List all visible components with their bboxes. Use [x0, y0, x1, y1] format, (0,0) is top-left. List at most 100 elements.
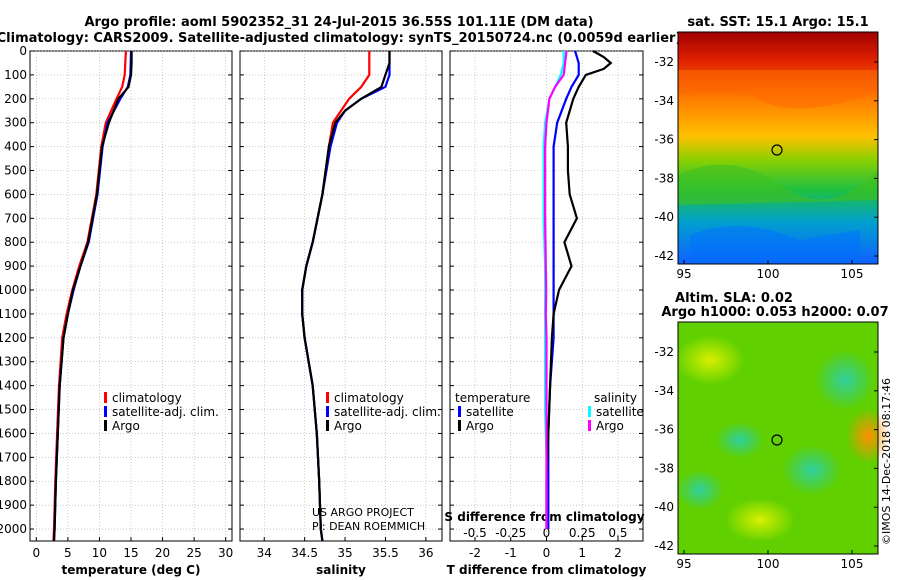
x-tick-label: 34 [257, 546, 272, 560]
temperature-legend: climatology satellite-adj. clim. Argo [104, 391, 219, 433]
legend-satellite-adj: satellite-adj. clim. [334, 405, 441, 419]
sst-front [678, 164, 878, 205]
sla-high-blob [846, 408, 890, 464]
y-tick-label: 0 [19, 44, 27, 58]
temperature-panel: 0 5 10 15 20 25 30 temperature (deg C) 0 100 200 30… [0, 44, 233, 577]
imos-watermark: ©IMOS 14-Dec-2018 08:17:46 [880, 378, 893, 545]
x-tick-label: -1 [505, 546, 517, 560]
y-tick-label: 400 [4, 140, 27, 154]
sla-map-title: Altim. SLA: 0.02 [675, 291, 793, 306]
y-tick-label: 1200 [0, 331, 27, 345]
y-tick-label: 1100 [0, 307, 27, 321]
legend-swatch-temp-argo [458, 420, 461, 431]
x-tick-label: 35 [337, 546, 352, 560]
legend-sal-satellite: satellite [596, 405, 644, 419]
legend-satellite-adj: satellite-adj. clim. [112, 405, 219, 419]
y-tick-label: 1000 [0, 283, 27, 297]
x-tick-label: 1 [578, 546, 586, 560]
map-y-tick-label: -34 [654, 94, 674, 108]
x-axis-label: salinity [316, 563, 366, 577]
x-tick-label-top: 0.5 [608, 526, 627, 540]
x-tick-label: 2 [614, 546, 622, 560]
legend-climatology: climatology [334, 391, 404, 405]
sla-low-blob [715, 422, 765, 458]
y-tick-label: 500 [4, 164, 27, 178]
map-y-tick-label: -34 [654, 384, 674, 398]
x-tick-label: 36 [418, 546, 433, 560]
map-x-tick-label: 105 [841, 557, 864, 571]
sst-map-title: sat. SST: 15.1 Argo: 15.1 [687, 15, 868, 30]
argo-location-marker [771, 434, 783, 446]
sla-low-blob [782, 445, 842, 495]
x-tick-label-top: 0 [543, 526, 551, 540]
map-y-tick-label: -42 [654, 539, 674, 553]
legend-swatch-argo [104, 420, 107, 431]
legend-temp-satellite: satellite [466, 405, 514, 419]
difference-panel: -2 -1 0 1 2 T difference from climatology S di… [444, 50, 647, 577]
legend-swatch-climatology [326, 392, 329, 403]
x-tick-label-top: -0.25 [495, 526, 526, 540]
plot-frame [29, 50, 233, 542]
series-line-argo [52, 51, 133, 542]
y-tick-label: 900 [4, 259, 27, 273]
y-tick-label: 1400 [0, 379, 27, 393]
series-line-argo [301, 51, 391, 542]
legend-sal-argo: Argo [596, 419, 624, 433]
map-y-tick-label: -36 [654, 133, 674, 147]
x-axis-label: T difference from climatology [447, 563, 647, 577]
salinity-panel: 34 34.5 35 35.5 36 salinity [239, 50, 443, 577]
y-tick-label: 1500 [0, 403, 27, 417]
sla-low-blob [815, 350, 875, 410]
sla-map-subtitle: Argo h1000: 0.053 h2000: 0.07 [661, 305, 888, 320]
map-y-tick-label: -38 [654, 461, 674, 475]
map-x-tick-label: 95 [676, 557, 691, 571]
plot-frame [239, 50, 443, 542]
y-tick-label: 1600 [0, 426, 27, 440]
legend-climatology: climatology [112, 391, 182, 405]
x-tick-label: 5 [64, 546, 72, 560]
map-x-tick-label: 100 [757, 557, 780, 571]
x-tick-label: -2 [469, 546, 481, 560]
difference-legend: temperature satellite Argo salinity sate… [455, 391, 644, 433]
x-tick-label: 34.5 [291, 546, 318, 560]
x-axis-label: temperature (deg C) [62, 563, 201, 577]
legend-swatch-satellite [326, 406, 329, 417]
legend-argo: Argo [334, 419, 362, 433]
y-tick-label: 1700 [0, 450, 27, 464]
header-title: Argo profile: aoml 5902352_31 24-Jul-201… [84, 15, 593, 30]
x-tick-label: 25 [186, 546, 201, 560]
sst-field [678, 32, 878, 264]
legend-temp-argo: Argo [466, 419, 494, 433]
sst-warm-tongue [678, 70, 878, 109]
y-tick-label: 200 [4, 92, 27, 106]
legend-swatch-temp-satellite [458, 406, 461, 417]
x-tick-label: 0 [543, 546, 551, 560]
legend-salinity-heading: salinity [594, 391, 637, 405]
legend-swatch-sal-satellite [588, 406, 591, 417]
y-tick-label: 1300 [0, 355, 27, 369]
legend-swatch-climatology [104, 392, 107, 403]
sst-map-frame [677, 31, 879, 265]
argo-location-marker [771, 144, 783, 156]
map-y-tick-label: -40 [654, 500, 674, 514]
x-tick-label: 10 [92, 546, 107, 560]
y-tick-label: 1900 [0, 498, 27, 512]
series-line-temperature-argo [545, 50, 613, 529]
sla-high-blob [725, 498, 795, 542]
x-axis-label-top: S difference from climatology [444, 510, 644, 524]
legend-swatch-satellite [104, 406, 107, 417]
sla-map: Altim. SLA: 0.02 Argo h1000: 0.053 h2000… [654, 291, 890, 571]
series-line-salinity-argo [543, 50, 568, 529]
map-y-tick-label: -38 [654, 171, 674, 185]
salinity-legend: climatology satellite-adj. clim. Argo US… [312, 391, 441, 533]
map-y-tick-label: -36 [654, 423, 674, 437]
x-tick-label: 0 [32, 546, 40, 560]
x-tick-label: 20 [155, 546, 170, 560]
map-y-tick-label: -32 [654, 345, 674, 359]
x-tick-label: 35.5 [372, 546, 399, 560]
legend-swatch-argo [326, 420, 329, 431]
credit-pi: PI: DEAN ROEMMICH [312, 520, 425, 533]
credit-project: US ARGO PROJECT [312, 506, 414, 519]
y-tick-label: 100 [4, 68, 27, 82]
map-x-tick-label: 105 [841, 267, 864, 281]
